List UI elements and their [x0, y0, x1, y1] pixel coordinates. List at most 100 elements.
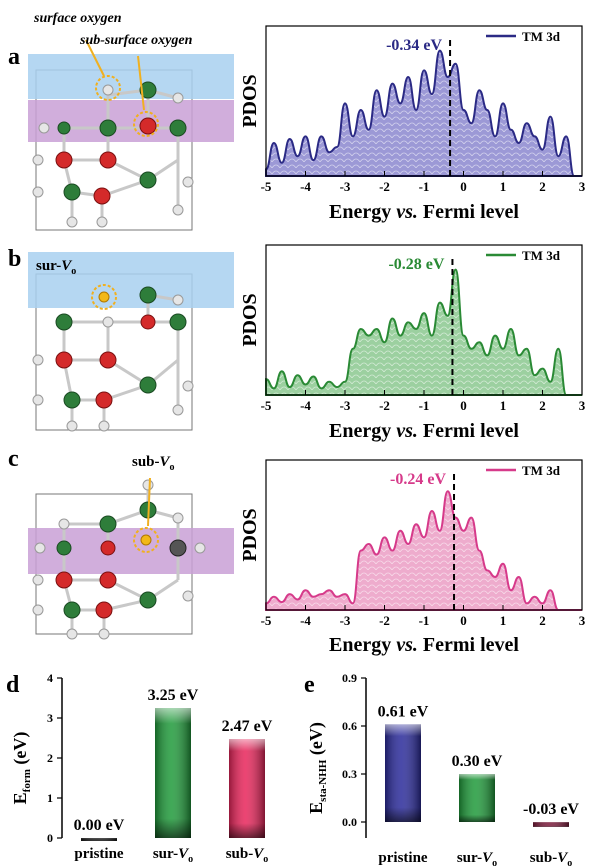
surface-oxygen-marker — [95, 75, 121, 101]
pdos-y-axis-label: PDOS — [239, 508, 261, 561]
pdos-series-line — [265, 49, 582, 177]
pdos-x-tick-label: -2 — [379, 613, 390, 628]
pdos-x-tick-label: 0 — [460, 398, 467, 413]
pdos-area-texture — [266, 491, 582, 610]
panel-letter-a: a — [8, 44, 20, 70]
bar-value-label: 3.25 eV — [148, 687, 199, 704]
bar-category-label: pristine — [74, 846, 124, 862]
bar-category-label: sur-Vo — [153, 846, 193, 865]
pdos-x-tick-label: 2 — [539, 179, 546, 194]
bar-category-label: sub-Vo — [226, 846, 269, 865]
pdos-x-tick-label: 1 — [500, 613, 507, 628]
pdos-x-tick-label: -3 — [340, 613, 351, 628]
panel-letter-d: d — [6, 672, 20, 698]
bar-y-axis-label: Esta-NHH (eV) — [306, 722, 329, 814]
legend-label: TM 3d — [522, 463, 561, 478]
surface-vacancy-atom — [98, 291, 110, 303]
subsurface-vacancy-atom — [140, 534, 152, 546]
subsurface-oxygen-marker — [133, 111, 159, 137]
pdos-chart-b: -5 -4 -3 -2 -1 0 1 2 3 -0.28 eV TM 3d PDOS Energy vs… — [239, 244, 586, 442]
pdos-series-line — [265, 268, 582, 396]
pdos-x-tick-label: -2 — [379, 398, 390, 413]
pdos-x-tick-label: -1 — [419, 398, 430, 413]
pdos-x-axis-label: Energy vs. Fermi level — [329, 201, 519, 223]
bar-y-tick-label: 0.0 — [342, 815, 357, 829]
bar-category-label: sub-Vo — [530, 850, 573, 868]
bar-y-tick-label: 0.9 — [342, 671, 357, 685]
pdos-x-tick-label: 3 — [579, 398, 586, 413]
surface-vacancy-marker — [91, 284, 117, 310]
bar-value-label: 0.30 eV — [452, 753, 503, 770]
bar-gloss — [459, 774, 495, 822]
legend-label: TM 3d — [522, 248, 561, 263]
d-band-center-label: -0.34 eV — [386, 37, 442, 54]
subsurface-layer-band — [28, 100, 234, 142]
pdos-x-axis-label: Energy vs. Fermi level — [329, 634, 519, 656]
bar-gloss — [155, 708, 191, 838]
bar-value-label: 2.47 eV — [222, 718, 273, 735]
bar-y-axis-label: Eform (eV) — [10, 732, 33, 805]
pdos-x-tick-label: -4 — [300, 613, 311, 628]
pdos-x-tick-label: -4 — [300, 398, 311, 413]
bar-y-tick-label: 0.6 — [342, 719, 357, 733]
structure-c: sub-Vo — [28, 454, 234, 640]
pdos-x-tick-label: 2 — [539, 398, 546, 413]
stability-energy-chart: 0.0 0.3 0.6 0.9 Esta-NHH (eV) 0.61 eV pristine… — [306, 671, 579, 868]
bar-y-tick-label: 0.3 — [342, 767, 357, 781]
bar-category-label: sur-Vo — [457, 850, 497, 868]
bar-gloss — [533, 822, 569, 827]
surface-vacancy-label: sur-Vo — [36, 258, 76, 277]
bar-y-tick-label: 0 — [47, 831, 53, 845]
d-band-center-label: -0.28 eV — [388, 256, 444, 273]
pdos-x-tick-label: 2 — [539, 613, 546, 628]
pdos-area-texture — [266, 269, 582, 395]
structure-a: surface oxygen sub-surface oxygen — [28, 11, 234, 231]
pdos-x-tick-label: 1 — [500, 179, 507, 194]
subsurface-oxygen-label: sub-surface oxygen — [79, 33, 193, 48]
structure-b: sur-Vo — [28, 252, 234, 432]
d-band-center-label: -0.24 eV — [390, 471, 446, 488]
pdos-x-tick-label: -5 — [261, 398, 272, 413]
bar-value-label: -0.03 eV — [523, 801, 579, 818]
pdos-x-axis-label: Energy vs. Fermi level — [329, 420, 519, 442]
pdos-x-tick-label: 0 — [460, 179, 467, 194]
pdos-x-tick-label: -1 — [419, 179, 430, 194]
bar-y-tick-label: 3 — [47, 711, 53, 725]
bar-value-label: 0.61 eV — [378, 703, 429, 720]
pdos-x-tick-label: -3 — [340, 398, 351, 413]
pdos-y-axis-label: PDOS — [239, 74, 261, 127]
panel-letter-b: b — [8, 246, 21, 272]
formation-energy-chart: 0 1 2 3 4 Eform (eV) 0.00 eV pristine 3.25 eV sur… — [10, 671, 273, 865]
pdos-x-tick-label: -4 — [300, 179, 311, 194]
pdos-x-tick-label: 3 — [579, 613, 586, 628]
surface-oxygen-label: surface oxygen — [33, 11, 122, 26]
bar-gloss — [229, 739, 265, 838]
pdos-x-tick-label: -1 — [419, 613, 430, 628]
bar-y-tick-label: 1 — [47, 791, 53, 805]
pdos-x-tick-label: -2 — [379, 179, 390, 194]
pdos-x-tick-label: 0 — [460, 613, 467, 628]
bar-value-label: 0.00 eV — [74, 817, 125, 834]
bar-gloss — [81, 838, 117, 841]
pdos-x-tick-label: 1 — [500, 398, 507, 413]
legend-label: TM 3d — [522, 29, 561, 44]
pdos-chart-c: -5 -4 -3 -2 -1 0 1 2 3 -0.24 eV TM 3d PDOS Energy vs… — [239, 459, 586, 656]
bar-y-tick-label: 4 — [47, 671, 53, 685]
pdos-y-axis-label: PDOS — [239, 293, 261, 346]
bar-gloss — [385, 724, 421, 822]
subsurface-vacancy-marker — [133, 527, 159, 553]
pdos-x-tick-label: -5 — [261, 613, 272, 628]
pdos-chart-a: -5 -4 -3 -2 -1 0 1 2 3 -0.34 eV TM 3d PDOS Energy vs… — [239, 25, 586, 223]
bar-y-tick-label: 2 — [47, 751, 53, 765]
pdos-series-line — [265, 490, 582, 611]
pdos-x-tick-label: -3 — [340, 179, 351, 194]
subsurface-vacancy-label: sub-Vo — [132, 454, 175, 473]
panel-letter-c: c — [8, 446, 19, 472]
surface-layer-band — [28, 252, 234, 308]
panel-letter-e: e — [304, 672, 315, 698]
pdos-x-tick-label: -5 — [261, 179, 272, 194]
pdos-area-texture — [266, 50, 582, 176]
bar-category-label: pristine — [378, 850, 428, 866]
pdos-x-tick-label: 3 — [579, 179, 586, 194]
